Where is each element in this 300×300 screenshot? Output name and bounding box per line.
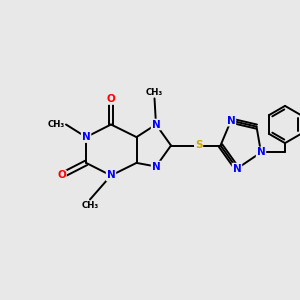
Text: N: N <box>152 119 160 130</box>
Text: N: N <box>106 170 116 181</box>
Text: CH₃: CH₃ <box>81 201 99 210</box>
Text: S: S <box>195 140 202 151</box>
Text: N: N <box>152 161 160 172</box>
Text: O: O <box>106 94 116 104</box>
Text: N: N <box>256 147 266 158</box>
Text: N: N <box>232 164 242 174</box>
Text: O: O <box>57 170 66 181</box>
Text: N: N <box>82 132 91 142</box>
Text: CH₃: CH₃ <box>47 120 64 129</box>
Text: CH₃: CH₃ <box>146 88 163 97</box>
Text: N: N <box>226 116 236 126</box>
